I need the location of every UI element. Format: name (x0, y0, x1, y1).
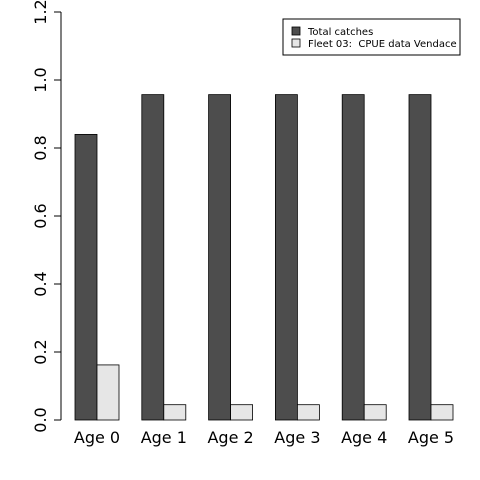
bar-fleet-03-age-5 (430, 404, 454, 421)
bar-total-catches-age-2 (208, 94, 232, 421)
bar-total-catches-age-0 (74, 133, 98, 421)
bar-fleet-03-age-4 (363, 404, 387, 421)
x-tick-label: Age 3 (274, 428, 320, 447)
y-tick-label: 0.0 (31, 407, 50, 432)
y-axis: 0.0 0.2 0.4 0.6 0.8 1.0 1.2 (31, 0, 62, 433)
bar-total-catches-age-4 (341, 94, 365, 421)
bar-total-catches-age-5 (408, 94, 432, 421)
legend-label-fleet-03: Fleet 03: CPUE data Vendace (308, 39, 457, 50)
bar-fleet-03-age-0 (96, 364, 120, 421)
bar-fleet-03-age-2 (230, 404, 254, 421)
legend-swatch-fleet-03 (291, 38, 301, 48)
y-tick-label: 0.4 (31, 271, 50, 296)
legend: Total catches Fleet 03: CPUE data Vendac… (282, 18, 461, 56)
legend-box (282, 18, 461, 56)
y-tick-label: 1.0 (31, 67, 50, 92)
bar-total-catches-age-1 (141, 94, 165, 421)
x-tick-label: Age 5 (408, 428, 454, 447)
y-tick-label: 0.2 (31, 339, 50, 364)
legend-swatch-total-catches (291, 26, 301, 36)
y-tick-label: 0.6 (31, 203, 50, 228)
x-tick-label: Age 4 (341, 428, 387, 447)
x-labels-group: Age 0 Age 1 Age 2 Age 3 Age 4 Age 5 (74, 428, 454, 447)
y-tick-label: 0.8 (31, 135, 50, 160)
bar-total-catches-age-3 (274, 94, 298, 421)
bar-fleet-03-age-3 (296, 404, 320, 421)
x-tick-label: Age 0 (74, 428, 120, 447)
legend-label-total-catches: Total catches (307, 27, 373, 38)
x-tick-label: Age 2 (207, 428, 253, 447)
y-tick-label: 1.2 (31, 0, 50, 25)
x-tick-label: Age 1 (141, 428, 187, 447)
bar-fleet-03-age-1 (163, 404, 187, 421)
bars-group (74, 94, 454, 421)
